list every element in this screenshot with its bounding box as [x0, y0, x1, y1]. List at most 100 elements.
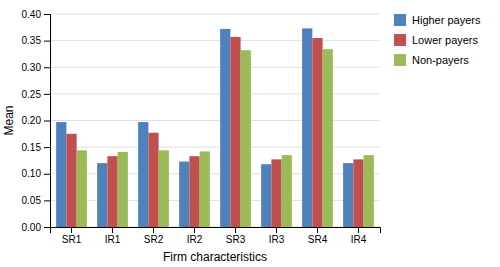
- grid: [50, 14, 380, 227]
- grid-line: [50, 40, 380, 41]
- bar: [107, 156, 117, 227]
- y-tick-label: 0.30: [22, 62, 42, 73]
- legend-label: Higher payers: [412, 14, 481, 26]
- bar: [364, 155, 374, 227]
- x-tick-label: IR2: [187, 234, 203, 245]
- y-tick-label: 0.00: [22, 222, 42, 233]
- y-tick-label: 0.05: [22, 195, 42, 206]
- y-tick-mark: [44, 227, 50, 228]
- y-tick-mark: [44, 200, 50, 201]
- bar: [261, 164, 271, 227]
- x-tick: SR4: [308, 227, 328, 245]
- plot: 0.00 0.05 0.10 0.15 0.20 0.25 0.30 0.35 0.40 SR1 I…: [22, 9, 381, 245]
- legend-item: Non-payers: [394, 54, 469, 66]
- x-tick-mark: [317, 227, 318, 233]
- bars: [56, 28, 374, 227]
- x-tick: IR4: [351, 227, 367, 245]
- x-tick-mark: [71, 227, 72, 233]
- x-axis-line: [51, 228, 381, 234]
- y-tick-mark: [44, 94, 50, 95]
- bar: [189, 156, 199, 227]
- x-tick-mark: [194, 227, 195, 233]
- y-tick-label: 0.10: [22, 168, 42, 179]
- bar: [138, 122, 148, 227]
- x-tick: IR2: [187, 227, 203, 245]
- x-tick: SR1: [62, 227, 82, 245]
- y-axis: 0.00 0.05 0.10 0.15 0.20 0.25 0.30 0.35 0.40: [22, 9, 51, 233]
- y-tick: 0.40: [22, 9, 50, 20]
- x-tick-label: SR4: [308, 234, 328, 245]
- y-tick: 0.05: [22, 195, 50, 206]
- x-tick: SR3: [226, 227, 246, 245]
- bar: [77, 150, 87, 227]
- legend-swatch: [394, 54, 406, 66]
- bar-series: [66, 37, 363, 227]
- x-axis-title: Firm characteristics: [163, 250, 267, 264]
- bar: [179, 162, 189, 227]
- x-tick-mark: [358, 227, 359, 233]
- x-axis: SR1 IR1 SR2 IR2 SR3 IR3 SR4 IR4: [51, 227, 381, 245]
- x-tick-label: IR3: [269, 234, 285, 245]
- grid-line: [50, 14, 380, 15]
- bar: [230, 37, 240, 227]
- chart: 0.00 0.05 0.10 0.15 0.20 0.25 0.30 0.35 0.40 SR1 I…: [0, 0, 500, 267]
- bar-series: [56, 28, 353, 227]
- x-tick-mark: [276, 227, 277, 233]
- bar: [323, 49, 333, 227]
- bar: [220, 29, 230, 227]
- y-tick-label: 0.20: [22, 115, 42, 126]
- y-tick: 0.15: [22, 142, 50, 153]
- legend-label: Non-payers: [412, 54, 469, 66]
- legend-swatch: [394, 34, 406, 46]
- bar: [200, 151, 210, 227]
- y-tick-label: 0.35: [22, 35, 42, 46]
- y-tick-mark: [44, 147, 50, 148]
- bar: [97, 163, 107, 227]
- y-axis-line: [44, 15, 51, 228]
- y-tick-label: 0.15: [22, 142, 42, 153]
- x-tick-label: SR3: [226, 234, 246, 245]
- y-tick-label: 0.25: [22, 89, 42, 100]
- x-tick: IR3: [269, 227, 285, 245]
- legend-item: Higher payers: [394, 14, 481, 26]
- y-tick-mark: [44, 174, 50, 175]
- x-tick-mark: [153, 227, 154, 233]
- y-tick: 0.20: [22, 115, 50, 126]
- x-tick-label: IR1: [105, 234, 121, 245]
- x-tick-mark: [112, 227, 113, 233]
- bar: [66, 134, 76, 227]
- bar: [56, 122, 66, 227]
- y-tick-mark: [44, 67, 50, 68]
- bar-series: [77, 49, 374, 227]
- y-tick: 0.25: [22, 89, 50, 100]
- legend-label: Lower payers: [412, 34, 479, 46]
- bar: [312, 38, 322, 227]
- legend: Higher payers Lower payers Non-payers: [394, 14, 481, 66]
- x-tick-label: SR2: [144, 234, 164, 245]
- bar: [271, 159, 281, 227]
- bar: [353, 159, 363, 227]
- x-tick-label: SR1: [62, 234, 82, 245]
- y-tick-mark: [44, 41, 50, 42]
- bar: [241, 50, 251, 227]
- legend-item: Lower payers: [394, 34, 479, 46]
- bar: [343, 163, 353, 227]
- y-tick: 0.30: [22, 62, 50, 73]
- bar: [118, 152, 128, 227]
- legend-swatch: [394, 14, 406, 26]
- y-axis-title: Mean: [2, 105, 16, 135]
- bar: [282, 155, 292, 227]
- bar: [159, 150, 169, 227]
- y-tick: 0.35: [22, 35, 50, 46]
- bar: [148, 133, 158, 227]
- y-tick: 0.10: [22, 168, 50, 179]
- y-tick-label: 0.40: [22, 9, 42, 20]
- y-tick-mark: [44, 121, 50, 122]
- x-tick: SR2: [144, 227, 164, 245]
- x-tick-mark: [235, 227, 236, 233]
- x-tick-label: IR4: [351, 234, 367, 245]
- bar: [302, 28, 312, 227]
- x-tick: IR1: [105, 227, 121, 245]
- y-tick: 0.00: [22, 222, 50, 233]
- y-tick-mark: [44, 14, 50, 15]
